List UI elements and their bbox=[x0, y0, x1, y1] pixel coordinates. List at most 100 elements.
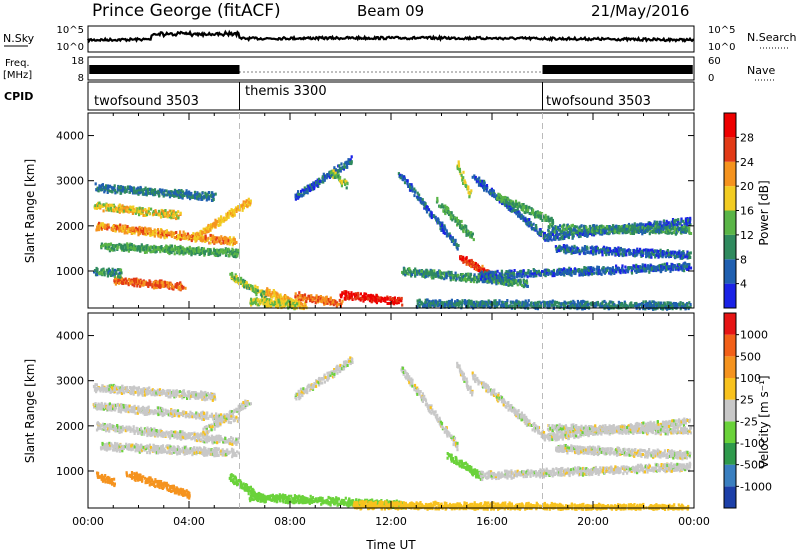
heatmap-cell bbox=[410, 183, 413, 187]
heatmap-cell bbox=[416, 305, 419, 309]
heatmap-cell bbox=[586, 233, 590, 237]
heatmap-cell bbox=[344, 183, 347, 186]
heatmap-cell bbox=[603, 231, 606, 235]
heatmap-cell bbox=[214, 218, 217, 222]
heatmap-cell bbox=[160, 279, 163, 283]
heatmap-cell bbox=[312, 181, 315, 185]
heatmap-cell bbox=[220, 235, 223, 239]
heatmap-cell bbox=[209, 238, 213, 241]
heatmap-cell bbox=[563, 247, 566, 251]
heatmap-cell bbox=[228, 254, 231, 258]
heatmap-cell bbox=[527, 219, 530, 223]
heatmap-cell bbox=[489, 300, 492, 304]
heatmap-cell bbox=[225, 217, 228, 221]
heatmap-cell bbox=[434, 303, 437, 307]
heatmap-cell bbox=[156, 246, 159, 250]
heatmap-cell bbox=[140, 188, 143, 192]
heatmap-cell bbox=[370, 294, 373, 298]
heatmap-cell bbox=[649, 222, 652, 226]
heatmap-cell bbox=[163, 283, 166, 286]
heatmap-cell bbox=[444, 204, 447, 208]
heatmap-cell bbox=[308, 186, 311, 190]
heatmap-cell bbox=[168, 214, 171, 217]
heatmap-cell bbox=[116, 207, 119, 211]
heatmap-cell bbox=[677, 222, 680, 226]
heatmap-cell bbox=[329, 302, 333, 305]
heatmap-cell bbox=[121, 224, 124, 228]
heatmap-cell bbox=[243, 285, 246, 289]
heatmap-cell bbox=[597, 231, 600, 235]
heatmap-cell bbox=[650, 255, 653, 259]
heatmap-cell bbox=[154, 229, 157, 233]
heatmap-cell bbox=[178, 285, 181, 289]
heatmap-cell bbox=[113, 272, 116, 276]
heatmap-cell bbox=[526, 303, 529, 307]
heatmap-cell bbox=[202, 247, 206, 251]
heatmap-cell bbox=[363, 293, 366, 297]
heatmap-cell bbox=[525, 279, 528, 283]
heatmap-cell bbox=[120, 271, 123, 275]
heatmap-cell bbox=[581, 246, 584, 250]
heatmap-cell bbox=[460, 219, 463, 223]
heatmap-cell bbox=[629, 249, 632, 253]
heatmap-cell bbox=[219, 241, 222, 245]
heatmap-cell bbox=[120, 248, 124, 252]
heatmap-cell bbox=[485, 300, 488, 304]
heatmap-cell bbox=[125, 188, 128, 192]
heatmap-cell bbox=[456, 222, 459, 226]
heatmap-cell bbox=[653, 220, 656, 224]
heatmap-cell bbox=[305, 191, 308, 194]
heatmap-cell bbox=[177, 247, 180, 250]
heatmap-cell bbox=[266, 290, 269, 293]
heatmap-cell bbox=[509, 205, 512, 209]
heatmap-cell bbox=[640, 223, 644, 227]
heatmap-cell bbox=[551, 229, 554, 233]
heatmap-cell bbox=[263, 292, 266, 296]
heatmap-cell bbox=[124, 186, 127, 190]
heatmap-cell bbox=[480, 266, 483, 270]
heatmap-cell bbox=[142, 232, 145, 236]
heatmap-cell bbox=[221, 248, 224, 252]
heatmap-cell bbox=[112, 272, 115, 276]
heatmap-cell bbox=[139, 212, 142, 215]
heatmap-cell bbox=[316, 184, 319, 188]
heatmap-cell bbox=[176, 251, 179, 255]
heatmap-cell bbox=[543, 237, 546, 241]
heatmap-cell bbox=[460, 278, 463, 282]
heatmap-cell bbox=[632, 248, 636, 252]
heatmap-cell bbox=[326, 175, 329, 179]
heatmap-cell bbox=[342, 165, 345, 169]
heatmap-cell bbox=[424, 202, 427, 206]
heatmap-cell bbox=[507, 207, 510, 211]
heatmap-cell bbox=[477, 275, 480, 278]
heatmap-cell bbox=[555, 232, 558, 236]
heatmap-cell bbox=[301, 302, 304, 306]
heatmap-cell bbox=[683, 225, 686, 229]
heatmap-cell bbox=[237, 248, 240, 252]
heatmap-cell bbox=[574, 228, 577, 232]
heatmap-cell bbox=[171, 209, 174, 213]
heatmap-cell bbox=[168, 250, 171, 254]
heatmap-cell bbox=[472, 277, 475, 281]
heatmap-cell bbox=[279, 303, 282, 307]
heatmap-cell bbox=[434, 216, 437, 220]
heatmap-cell bbox=[522, 215, 525, 219]
heatmap-cell bbox=[307, 296, 310, 300]
heatmap-cell bbox=[170, 251, 173, 255]
heatmap-cell bbox=[440, 271, 443, 275]
heatmap-cell bbox=[129, 209, 133, 213]
heatmap-cell bbox=[207, 195, 210, 199]
heatmap-cell bbox=[100, 268, 103, 272]
heatmap-cell bbox=[465, 228, 468, 232]
heatmap-cell bbox=[402, 270, 405, 274]
heatmap-cell bbox=[378, 298, 381, 302]
heatmap-cell bbox=[578, 252, 581, 256]
heatmap-cell bbox=[573, 244, 576, 248]
heatmap-cell bbox=[470, 258, 473, 262]
heatmap-cell bbox=[416, 299, 419, 303]
heatmap-cell bbox=[411, 273, 414, 276]
heatmap-cell bbox=[122, 247, 125, 251]
heatmap-cell bbox=[590, 250, 593, 253]
heatmap-cell bbox=[317, 298, 320, 302]
heatmap-cell bbox=[515, 279, 518, 283]
